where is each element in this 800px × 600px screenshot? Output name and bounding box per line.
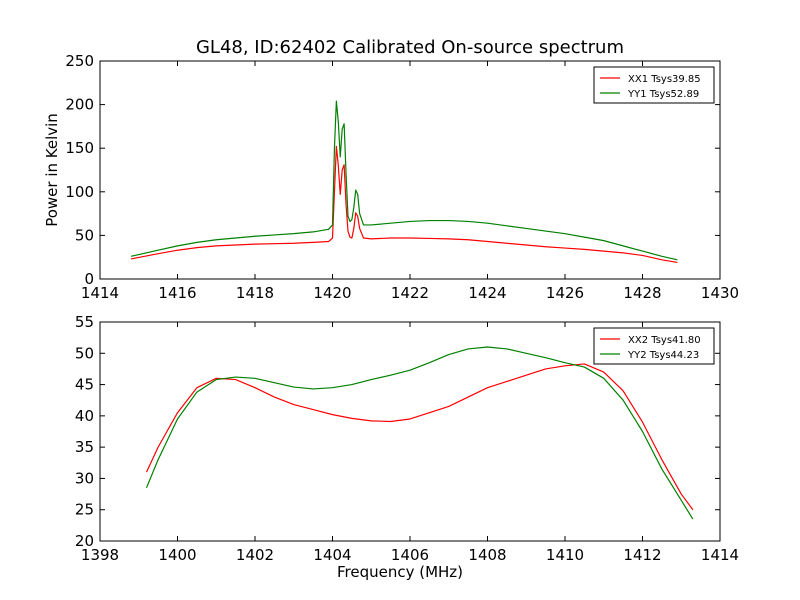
y-tick-label: 100	[65, 183, 94, 201]
legend-entry: XX2 Tsys41.80	[628, 335, 701, 346]
legend: XX2 Tsys41.80 YY2 Tsys44.23	[593, 327, 715, 365]
y-tick-label: 30	[75, 469, 94, 487]
x-tick-label: 1416	[158, 284, 196, 302]
x-tick-label: 1406	[391, 546, 429, 564]
y-axis-label: Power in Kelvin	[43, 113, 61, 227]
x-tick-label: 1424	[468, 284, 506, 302]
figure-title: GL48, ID:62402 Calibrated On-source spec…	[196, 37, 624, 58]
y-tick-label: 0	[84, 270, 94, 288]
y-tick-label: 35	[75, 438, 94, 456]
x-tick-label: 1412	[623, 546, 661, 564]
x-axis-label: Frequency (MHz)	[337, 563, 463, 581]
legend-entry: YY2 Tsys44.23	[627, 350, 699, 361]
x-tick-label: 1398	[81, 546, 119, 564]
x-tick-label: 1400	[158, 546, 196, 564]
y-tick-label: 200	[65, 96, 94, 114]
y-tick-label: 250	[65, 52, 94, 70]
series-line-2	[145, 346, 694, 520]
x-tick-label: 1404	[313, 546, 351, 564]
y-tick-label: 55	[75, 313, 94, 331]
x-tick-label: 1414	[701, 546, 739, 564]
x-tick-label: 1430	[701, 284, 739, 302]
legend-entry: YY1 Tsys52.89	[627, 89, 699, 100]
series-group	[145, 346, 694, 520]
y-tick-label: 45	[75, 376, 94, 394]
y-tick-label: 20	[75, 532, 94, 550]
x-tick-label: 1410	[546, 546, 584, 564]
x-tick-label: 1402	[236, 546, 274, 564]
x-tick-label: 1426	[546, 284, 584, 302]
chart-1: 1414 1416 1418 1420 1422 1424 1426 1428 1430 0 50 1…	[43, 52, 739, 302]
x-tick-label: 1420	[313, 284, 351, 302]
y-tick-label: 25	[75, 501, 94, 519]
legend-box	[593, 327, 715, 365]
x-tick-label: 1428	[623, 284, 661, 302]
x-tick-label: 1418	[236, 284, 274, 302]
legend: XX1 Tsys39.85 YY1 Tsys52.89	[593, 66, 715, 104]
series-line-2	[130, 100, 678, 261]
chart-2: 1398 1400 1402 1404 1406 1408 1410 1412 1414 20 25…	[75, 313, 739, 581]
x-tick-label: 1408	[468, 546, 506, 564]
x-tick-label: 1414	[81, 284, 119, 302]
y-tick-label: 50	[75, 344, 94, 362]
legend-box	[593, 66, 715, 104]
charts: 1414 1416 1418 1420 1422 1424 1426 1428 14300501…	[43, 52, 739, 581]
y-tick-label: 40	[75, 407, 94, 425]
series-group	[130, 100, 678, 264]
x-tick-label: 1422	[391, 284, 429, 302]
y-tick-label: 150	[65, 139, 94, 157]
series-line-1	[130, 145, 678, 264]
legend-entry: XX1 Tsys39.85	[628, 74, 701, 85]
series-line-1	[145, 363, 694, 511]
y-tick-label: 50	[75, 226, 94, 244]
